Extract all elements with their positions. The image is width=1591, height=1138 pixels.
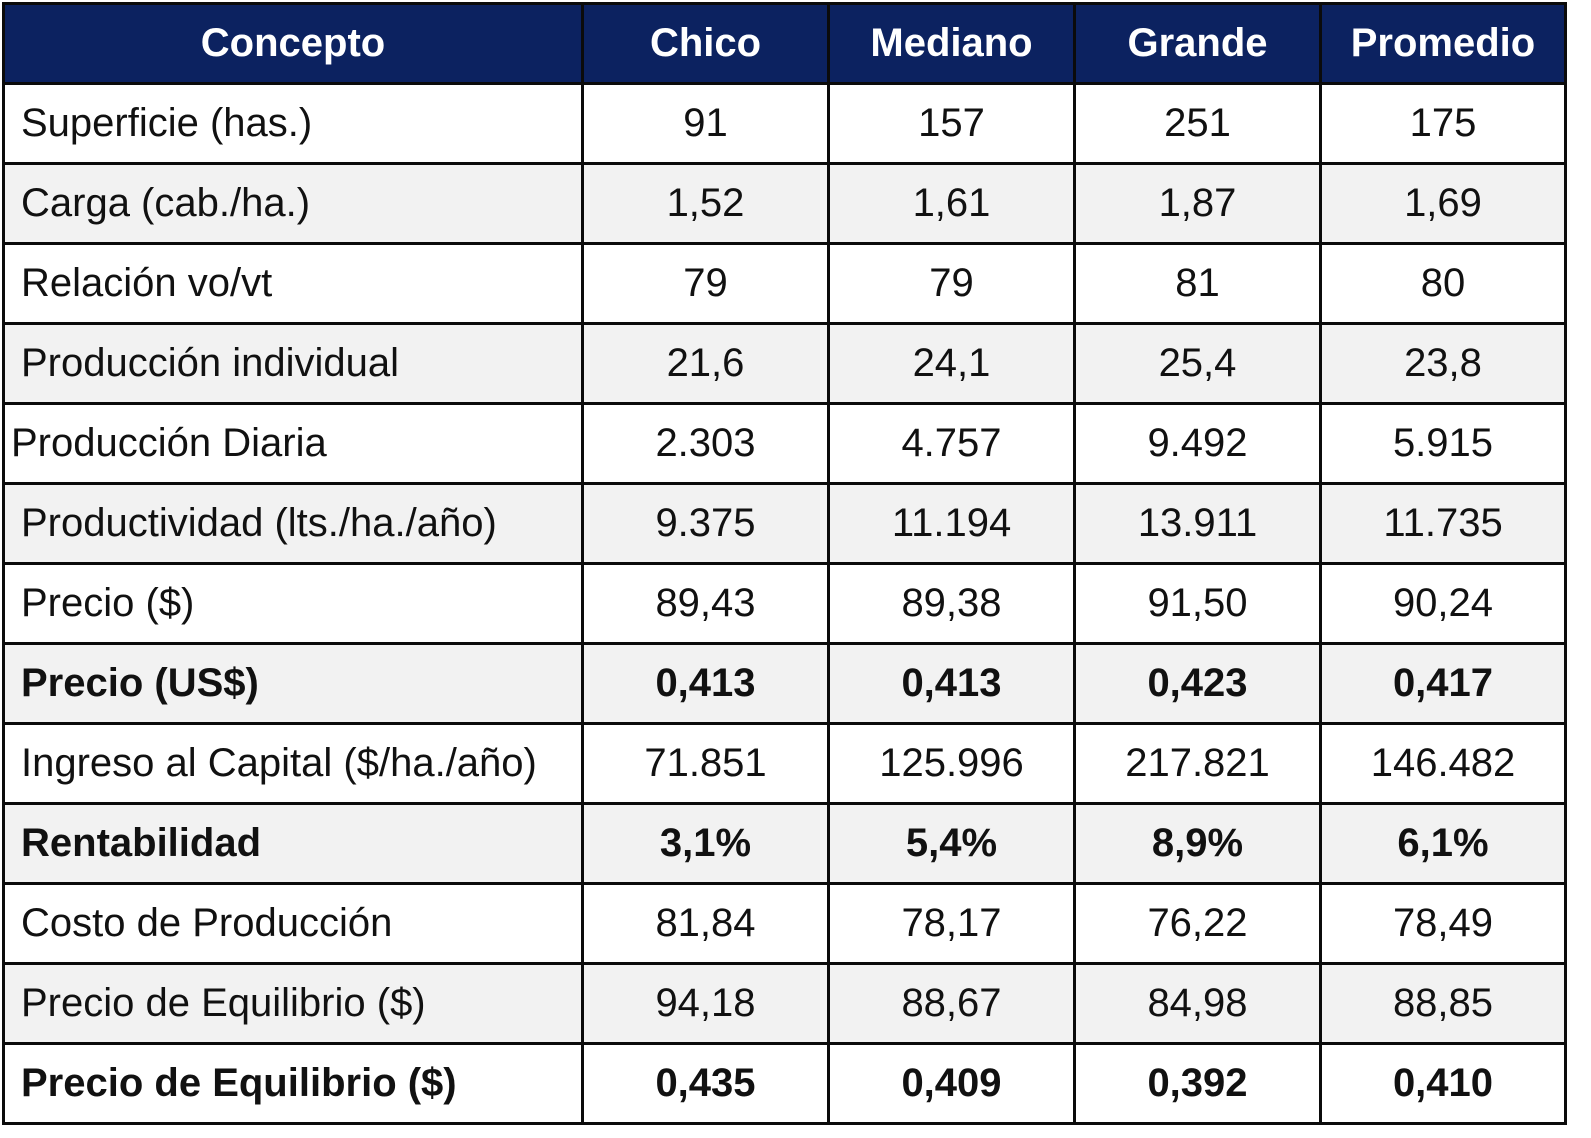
row-label: Rentabilidad [2,802,584,885]
table-row: Producción Diaria 2.303 4.757 9.492 5.91… [2,402,1567,485]
cell-grande: 217.821 [1073,722,1322,805]
header-row: Concepto Chico Mediano Grande Promedio [2,2,1567,85]
row-label: Superficie (has.) [2,82,584,165]
cell-chico: 0,435 [581,1042,830,1125]
cell-grande: 84,98 [1073,962,1322,1045]
cell-mediano: 11.194 [827,482,1076,565]
table-row: Ingreso al Capital ($/ha./año) 71.851 12… [2,722,1567,805]
table-row: Precio ($) 89,43 89,38 91,50 90,24 [2,562,1567,645]
cell-promedio: 1,69 [1319,162,1567,245]
cell-promedio: 88,85 [1319,962,1567,1045]
cell-promedio: 175 [1319,82,1567,165]
cell-chico: 79 [581,242,830,325]
table-row: Costo de Producción 81,84 78,17 76,22 78… [2,882,1567,965]
cell-mediano: 0,413 [827,642,1076,725]
cell-chico: 89,43 [581,562,830,645]
cell-grande: 251 [1073,82,1322,165]
table-row: Precio de Equilibrio ($) 0,435 0,409 0,3… [2,1042,1567,1125]
cell-chico: 71.851 [581,722,830,805]
cell-chico: 3,1% [581,802,830,885]
cell-chico: 94,18 [581,962,830,1045]
cell-mediano: 0,409 [827,1042,1076,1125]
cell-mediano: 89,38 [827,562,1076,645]
table-row: Relación vo/vt 79 79 81 80 [2,242,1567,325]
cell-chico: 91 [581,82,830,165]
table-row: Carga (cab./ha.) 1,52 1,61 1,87 1,69 [2,162,1567,245]
cell-grande: 25,4 [1073,322,1322,405]
cell-grande: 91,50 [1073,562,1322,645]
cell-mediano: 79 [827,242,1076,325]
table-row: Precio de Equilibrio ($) 94,18 88,67 84,… [2,962,1567,1045]
table-header: Concepto Chico Mediano Grande Promedio [2,2,1567,85]
cell-promedio: 6,1% [1319,802,1567,885]
cell-promedio: 23,8 [1319,322,1567,405]
cell-mediano: 157 [827,82,1076,165]
row-label: Ingreso al Capital ($/ha./año) [2,722,584,805]
cell-promedio: 5.915 [1319,402,1567,485]
table-row: Producción individual 21,6 24,1 25,4 23,… [2,322,1567,405]
cell-mediano: 24,1 [827,322,1076,405]
cell-mediano: 125.996 [827,722,1076,805]
column-header-grande: Grande [1073,2,1322,85]
column-header-mediano: Mediano [827,2,1076,85]
cell-mediano: 88,67 [827,962,1076,1045]
cell-promedio: 0,410 [1319,1042,1567,1125]
cell-grande: 8,9% [1073,802,1322,885]
data-table: Concepto Chico Mediano Grande Promedio S… [2,2,1567,1125]
column-header-promedio: Promedio [1319,2,1567,85]
cell-promedio: 11.735 [1319,482,1567,565]
cell-promedio: 90,24 [1319,562,1567,645]
cell-chico: 81,84 [581,882,830,965]
cell-grande: 0,392 [1073,1042,1322,1125]
row-label: Producción Diaria [2,402,584,485]
row-label: Costo de Producción [2,882,584,965]
table-row: Superficie (has.) 91 157 251 175 [2,82,1567,165]
table-body: Superficie (has.) 91 157 251 175 Carga (… [2,82,1567,1125]
table-row: Rentabilidad 3,1% 5,4% 8,9% 6,1% [2,802,1567,885]
cell-chico: 21,6 [581,322,830,405]
cell-promedio: 0,417 [1319,642,1567,725]
cell-promedio: 78,49 [1319,882,1567,965]
table-row: Precio (US$) 0,413 0,413 0,423 0,417 [2,642,1567,725]
cell-mediano: 4.757 [827,402,1076,485]
cell-chico: 1,52 [581,162,830,245]
cell-grande: 1,87 [1073,162,1322,245]
cell-promedio: 146.482 [1319,722,1567,805]
row-label: Precio ($) [2,562,584,645]
cell-grande: 13.911 [1073,482,1322,565]
row-label: Producción individual [2,322,584,405]
cell-chico: 0,413 [581,642,830,725]
cell-grande: 9.492 [1073,402,1322,485]
row-label: Relación vo/vt [2,242,584,325]
cell-grande: 81 [1073,242,1322,325]
cell-grande: 0,423 [1073,642,1322,725]
cell-grande: 76,22 [1073,882,1322,965]
table-row: Productividad (lts./ha./año) 9.375 11.19… [2,482,1567,565]
cell-mediano: 5,4% [827,802,1076,885]
cell-chico: 2.303 [581,402,830,485]
row-label: Precio (US$) [2,642,584,725]
column-header-chico: Chico [581,2,830,85]
row-label: Productividad (lts./ha./año) [2,482,584,565]
cell-mediano: 78,17 [827,882,1076,965]
cell-chico: 9.375 [581,482,830,565]
cell-mediano: 1,61 [827,162,1076,245]
row-label: Precio de Equilibrio ($) [2,962,584,1045]
row-label: Carga (cab./ha.) [2,162,584,245]
cell-promedio: 80 [1319,242,1567,325]
row-label: Precio de Equilibrio ($) [2,1042,584,1125]
column-header-concepto: Concepto [2,2,584,85]
